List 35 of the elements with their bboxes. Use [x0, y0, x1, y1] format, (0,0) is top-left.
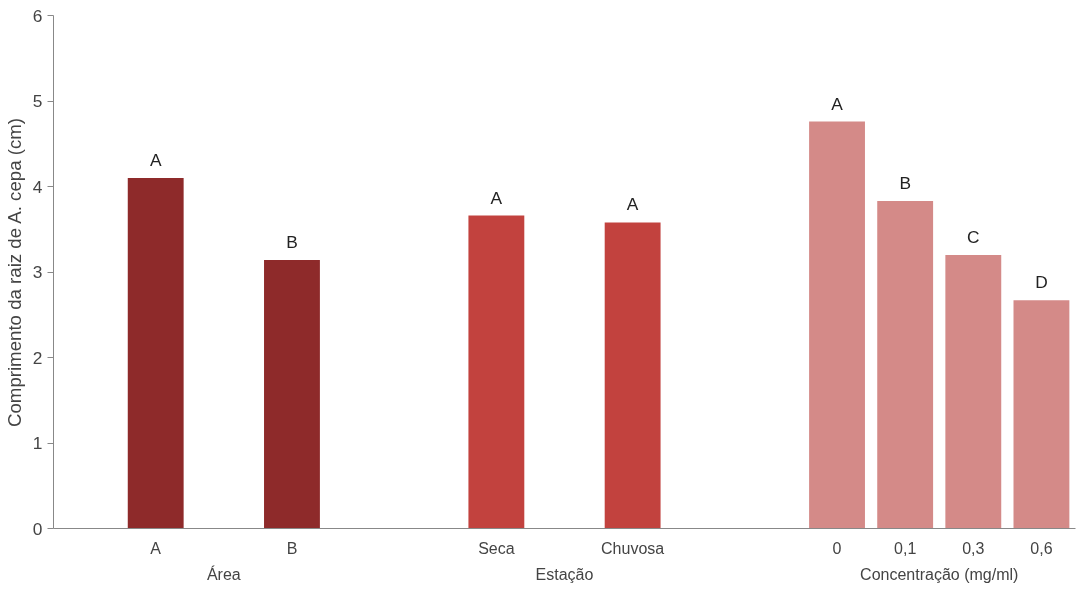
y-tick-label: 4 — [32, 176, 43, 197]
y-tick-label: 1 — [32, 433, 43, 453]
x-tick-label: 0,6 — [1030, 539, 1053, 557]
x-tick-label: 0,1 — [894, 539, 917, 557]
x-tick-label: B — [286, 539, 298, 557]
bar — [809, 121, 865, 529]
y-tick-label: 5 — [32, 91, 43, 111]
data-label: A — [149, 149, 162, 170]
x-tick-label: 0,3 — [962, 539, 985, 557]
text: Concentração (mg/ml) — [860, 565, 1019, 583]
bar — [468, 215, 525, 529]
data-label: A — [626, 194, 639, 215]
bar — [1013, 300, 1070, 529]
bar — [127, 177, 184, 529]
data-label: B — [899, 173, 911, 194]
y-tick-label: 2 — [32, 347, 43, 368]
x-tick-label: 0 — [832, 539, 842, 557]
bar — [264, 260, 320, 529]
data-label: D — [1035, 272, 1048, 293]
bar — [604, 222, 661, 529]
bar — [877, 201, 934, 529]
bar — [945, 254, 1002, 529]
y-tick-label: 3 — [32, 262, 43, 282]
y-tick-label: 6 — [32, 5, 43, 26]
x-tick-label: A — [150, 539, 162, 557]
data-label: B — [286, 232, 298, 253]
y-axis-title: Comprimento da raiz de A. cepa (cm) — [3, 118, 25, 428]
y-tick-label: 0 — [32, 518, 43, 539]
text: Área — [206, 564, 241, 583]
x-tick-label: Seca — [478, 539, 515, 557]
data-label: A — [490, 187, 503, 208]
text: Estação — [535, 565, 594, 583]
x-tick-label: Chuvosa — [601, 539, 665, 557]
data-label: A — [831, 93, 844, 114]
data-label: C — [967, 226, 980, 247]
